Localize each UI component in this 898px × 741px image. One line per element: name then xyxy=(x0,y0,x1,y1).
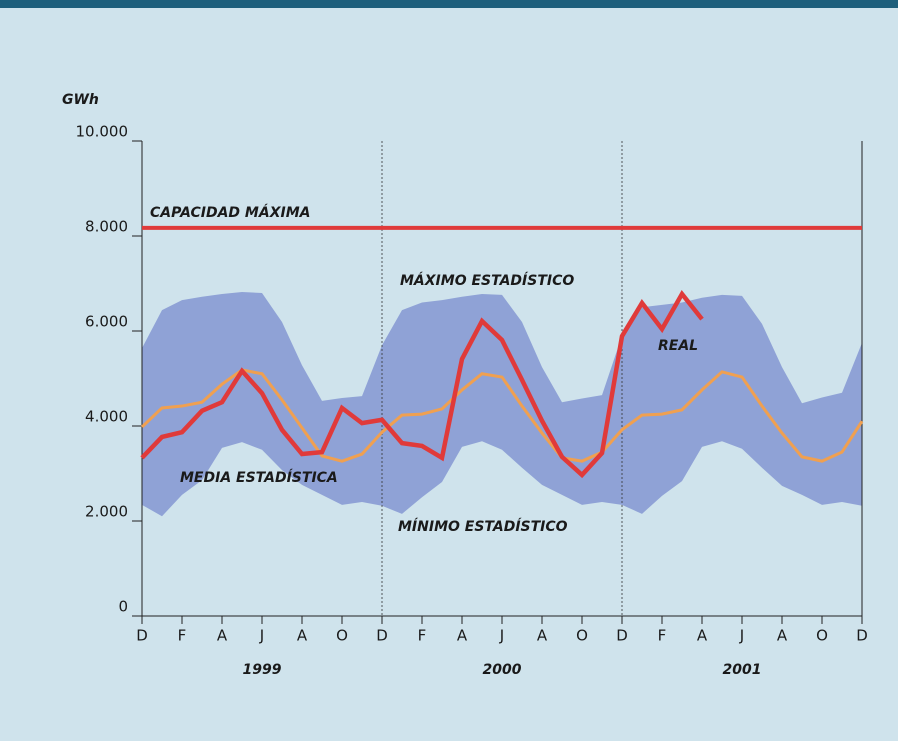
x-tick-label: A xyxy=(537,627,548,645)
x-tick-label: D xyxy=(856,627,868,645)
x-tick-label: F xyxy=(658,627,667,645)
x-tick-label: A xyxy=(777,627,788,645)
series-label: MÍNIMO ESTADÍSTICO xyxy=(398,518,568,535)
y-tick-label: 4.000 xyxy=(85,408,128,426)
year-label: 2001 xyxy=(723,662,762,678)
x-tick-label: A xyxy=(457,627,468,645)
x-tick-label: A xyxy=(217,627,228,645)
series-label: REAL xyxy=(658,338,698,354)
year-label: 1999 xyxy=(243,662,282,678)
x-tick-label: D xyxy=(376,627,388,645)
series-line xyxy=(140,368,864,463)
x-tick-label: J xyxy=(259,627,264,645)
x-tick-label: O xyxy=(576,627,588,645)
x-tick-label: A xyxy=(297,627,308,645)
capacity-label: CAPACIDAD MÁXIMA xyxy=(150,204,310,221)
x-tick-label: A xyxy=(697,627,708,645)
y-tick-label: 2.000 xyxy=(85,503,128,521)
x-tick-label: D xyxy=(616,627,628,645)
y-tick-label: 6.000 xyxy=(85,313,128,331)
x-tick-label: F xyxy=(418,627,427,645)
x-tick-label: O xyxy=(816,627,828,645)
x-tick-label: O xyxy=(336,627,348,645)
y-tick-label: 8.000 xyxy=(85,218,128,236)
series-label: MÁXIMO ESTADÍSTICO xyxy=(400,272,574,289)
x-tick-label: J xyxy=(499,627,504,645)
x-tick-label: J xyxy=(739,627,744,645)
year-label: 2000 xyxy=(483,662,522,678)
series-label: MEDIA ESTADÍSTICA xyxy=(180,469,338,486)
top-bar xyxy=(0,0,898,8)
x-tick-label: F xyxy=(178,627,187,645)
y-tick-label: 10.000 xyxy=(76,123,129,141)
y-tick-label: 0 xyxy=(118,598,128,616)
y-axis-label: GWh xyxy=(62,92,99,108)
statistic-band xyxy=(142,292,862,517)
series-line xyxy=(140,289,704,479)
x-tick-label: D xyxy=(136,627,148,645)
